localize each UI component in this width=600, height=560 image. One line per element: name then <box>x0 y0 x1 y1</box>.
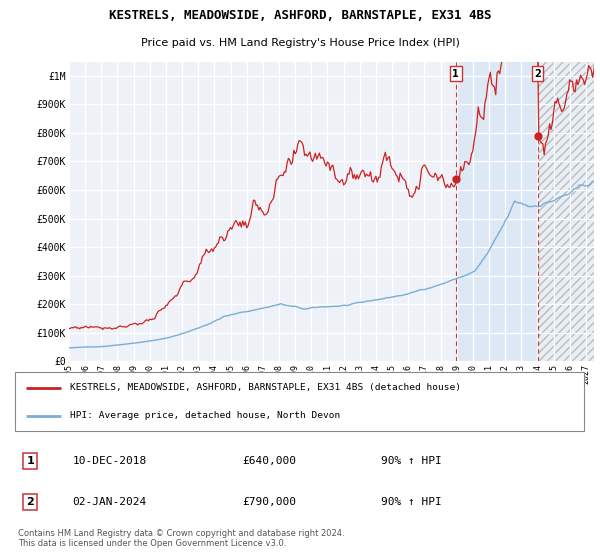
Text: 2: 2 <box>26 497 34 507</box>
Text: Price paid vs. HM Land Registry's House Price Index (HPI): Price paid vs. HM Land Registry's House … <box>140 38 460 48</box>
Text: HPI: Average price, detached house, North Devon: HPI: Average price, detached house, Nort… <box>70 412 340 421</box>
Text: 02-JAN-2024: 02-JAN-2024 <box>73 497 147 507</box>
Text: Contains HM Land Registry data © Crown copyright and database right 2024.
This d: Contains HM Land Registry data © Crown c… <box>18 529 344 548</box>
Text: 1: 1 <box>26 456 34 466</box>
Text: KESTRELS, MEADOWSIDE, ASHFORD, BARNSTAPLE, EX31 4BS: KESTRELS, MEADOWSIDE, ASHFORD, BARNSTAPL… <box>109 9 491 22</box>
Text: 90% ↑ HPI: 90% ↑ HPI <box>380 497 442 507</box>
Text: 90% ↑ HPI: 90% ↑ HPI <box>380 456 442 466</box>
Text: 10-DEC-2018: 10-DEC-2018 <box>73 456 147 466</box>
Text: 1: 1 <box>452 68 459 78</box>
Bar <box>538 62 594 361</box>
Text: £790,000: £790,000 <box>242 497 296 507</box>
FancyBboxPatch shape <box>15 372 584 431</box>
Bar <box>538 62 594 361</box>
Text: £640,000: £640,000 <box>242 456 296 466</box>
Text: KESTRELS, MEADOWSIDE, ASHFORD, BARNSTAPLE, EX31 4BS (detached house): KESTRELS, MEADOWSIDE, ASHFORD, BARNSTAPL… <box>70 383 461 392</box>
Bar <box>456 62 538 361</box>
Text: 2: 2 <box>534 68 541 78</box>
